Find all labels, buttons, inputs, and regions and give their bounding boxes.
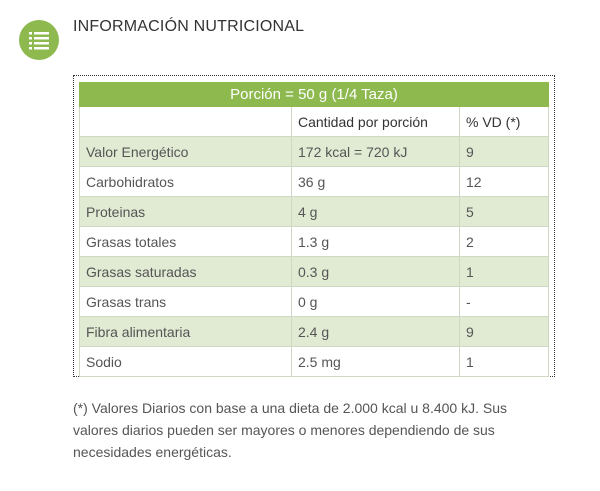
table-cell: Grasas totales [79, 226, 292, 257]
table-cell: Carbohidratos [79, 166, 292, 197]
table-cell: 36 g [291, 166, 460, 197]
footnote: (*) Valores Diarios con base a una dieta… [73, 400, 507, 460]
nutrition-table: Porción = 50 g (1/4 Taza) Cantidad por p… [79, 82, 549, 377]
table-cell: 5 [459, 196, 549, 227]
table-cell: Valor Energético [79, 136, 292, 167]
table-cell: 1 [459, 346, 549, 377]
table-cell: Grasas trans [79, 286, 292, 317]
table-row: Valor Energético 172 kcal = 720 kJ 9 [79, 136, 549, 167]
table-row: Sodio 2.5 mg 1 [79, 346, 549, 377]
table-cell: 0.3 g [291, 256, 460, 287]
table-cell: 1 [459, 256, 549, 287]
table-cell: 1.3 g [291, 226, 460, 257]
table-cell: 172 kcal = 720 kJ [291, 136, 460, 167]
table-cell: 2.5 mg [291, 346, 460, 377]
menu-icon [19, 20, 59, 60]
table-cell: - [459, 286, 549, 317]
table-cell: Grasas saturadas [79, 256, 292, 287]
header-cell: % VD (*) [459, 106, 549, 137]
table-cell: 4 g [291, 196, 460, 227]
table-cell: 2 [459, 226, 549, 257]
header-cell [79, 106, 292, 137]
table-cell: 12 [459, 166, 549, 197]
title: INFORMACIÓN NUTRICIONAL [73, 18, 305, 35]
table-row: Carbohidratos 36 g 12 [79, 166, 549, 197]
table-cell: 2.4 g [291, 316, 460, 347]
table-cell: 9 [459, 136, 549, 167]
table-cell: Sodio [79, 346, 292, 377]
nutrition-box: Porción = 50 g (1/4 Taza) Cantidad por p… [73, 75, 555, 377]
header-cell: Cantidad por porción [291, 106, 460, 137]
table-caption: Porción = 50 g (1/4 Taza) [79, 82, 549, 107]
table-cell: Fibra alimentaria [79, 316, 292, 347]
table-cell: 9 [459, 316, 549, 347]
table-cell: 0 g [291, 286, 460, 317]
table-cell: Proteinas [79, 196, 292, 227]
table-row: Grasas trans 0 g- [79, 286, 549, 317]
